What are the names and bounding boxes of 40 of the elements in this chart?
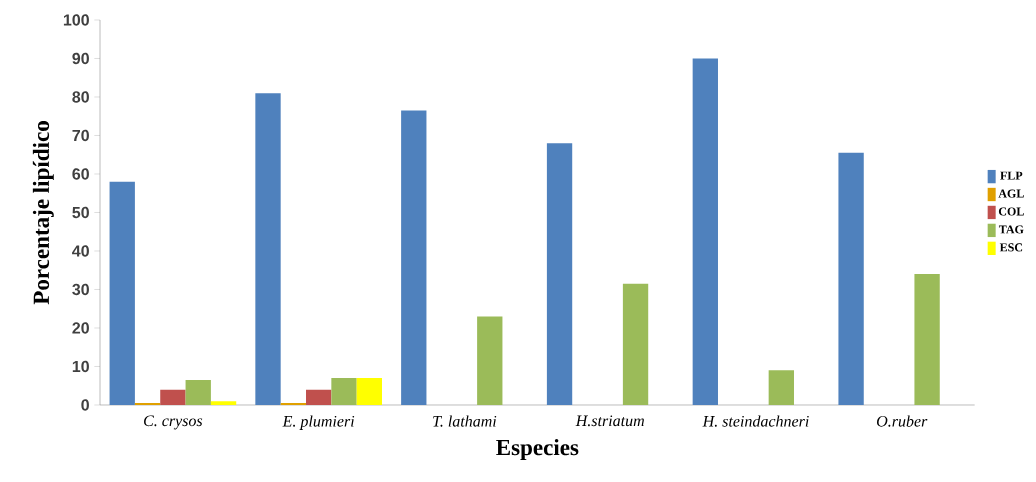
bar xyxy=(914,274,940,405)
y-tick-label: 90 xyxy=(72,52,89,65)
y-tick-label: 70 xyxy=(72,129,89,142)
y-tick-label: 0 xyxy=(81,399,89,411)
legend-label: ESC xyxy=(999,243,1023,252)
y-tick-label: 40 xyxy=(72,245,89,257)
x-tick-label: H.striatum xyxy=(575,415,644,427)
bar xyxy=(109,181,135,405)
y-tick-label: 10 xyxy=(72,360,89,373)
y-axis-title: Porcentaje lipídico xyxy=(32,121,54,305)
bar xyxy=(768,370,794,405)
x-tick-label: C. crysos xyxy=(144,415,203,430)
bar xyxy=(838,152,864,405)
bar xyxy=(331,378,357,405)
bar xyxy=(622,283,649,405)
bar xyxy=(692,58,718,405)
x-axis-title: Especies xyxy=(496,439,579,460)
legend-label: COL xyxy=(998,207,1024,216)
y-tick-label: 60 xyxy=(72,168,89,180)
bar xyxy=(477,316,503,405)
y-tick-label: 80 xyxy=(72,91,89,103)
x-tick-label: T. lathami xyxy=(433,415,497,427)
bar xyxy=(185,379,211,405)
y-tick-label: 30 xyxy=(72,283,89,296)
bar xyxy=(306,389,332,405)
bar xyxy=(210,401,237,405)
legend-label: TAG xyxy=(998,225,1024,234)
bar xyxy=(546,143,573,405)
y-tick-label: 20 xyxy=(72,322,89,334)
bar xyxy=(160,389,186,405)
x-tick-label: E. plumieri xyxy=(282,415,355,430)
bar xyxy=(255,93,281,405)
legend-label: FLP xyxy=(1000,171,1023,180)
y-tick-label: 100 xyxy=(63,14,89,26)
bar xyxy=(356,378,382,405)
x-tick-label: O.ruber xyxy=(877,415,928,427)
y-tick-label: 50 xyxy=(72,206,89,219)
legend-label: AGL xyxy=(998,189,1024,198)
x-tick-label: H. steindachneri xyxy=(702,415,809,427)
bar xyxy=(401,110,427,405)
